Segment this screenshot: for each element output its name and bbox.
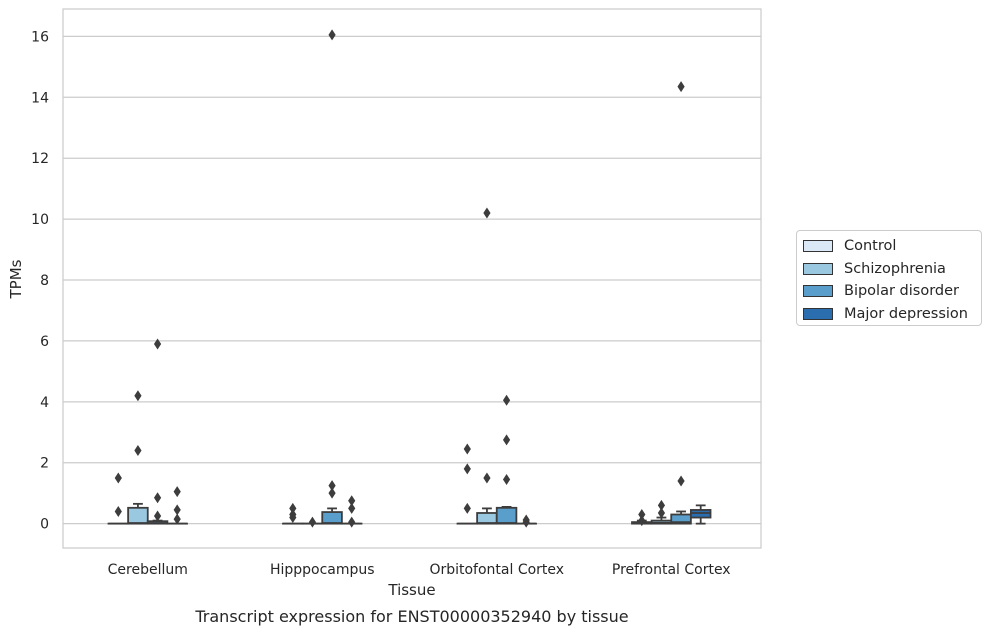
box-group [631, 509, 653, 527]
box [495, 506, 518, 525]
box [476, 512, 498, 525]
box-group [495, 394, 518, 525]
outlier-point [289, 502, 297, 514]
box [321, 511, 343, 525]
outlier-point [134, 445, 142, 457]
y-tick-labels: 0 2 4 6 8 10 12 14 16 [31, 29, 49, 532]
box-group [107, 472, 130, 525]
box-group [321, 29, 343, 525]
box-group [650, 499, 673, 525]
legend-swatch [803, 262, 833, 275]
outlier-point [134, 390, 142, 402]
box-group [340, 495, 363, 528]
y-tick-label: 4 [40, 395, 49, 411]
box-group [166, 486, 188, 525]
box-group [127, 390, 149, 525]
box-group [515, 514, 537, 528]
x-axis-label: Tissue [387, 581, 435, 599]
outlier-point [328, 487, 336, 499]
box-group [689, 504, 712, 525]
legend: Control Schizophrenia Bipolar disorder M… [796, 230, 982, 326]
legend-item: Bipolar disorder [803, 280, 975, 303]
y-tick-label: 0 [40, 517, 49, 533]
outlier-point [348, 495, 356, 507]
outlier-point [289, 509, 297, 521]
outlier-point [463, 502, 471, 514]
outlier-point [173, 486, 181, 498]
outlier-point [153, 492, 162, 504]
outlier-point [677, 475, 685, 487]
plot-frame [62, 8, 762, 549]
legend-swatch [803, 240, 833, 253]
outlier-point [114, 472, 122, 484]
legend-label: Bipolar disorder [844, 283, 959, 300]
y-tick-label: 6 [40, 334, 49, 350]
outlier-point [502, 394, 511, 406]
outlier-point [502, 473, 511, 485]
legend-label: Schizophrenia [844, 260, 946, 277]
outlier-point [522, 514, 530, 526]
outlier-point [638, 515, 646, 527]
y-tick-label: 14 [31, 90, 49, 106]
box-group [282, 502, 304, 525]
outlier-point [153, 338, 162, 350]
x-tick-label: Cerebellum [108, 562, 188, 578]
outlier-point [657, 507, 666, 519]
y-tick-label: 10 [31, 212, 49, 228]
outlier-point [638, 509, 646, 521]
outlier-point [153, 510, 162, 522]
outlier-point [677, 81, 685, 93]
x-tick-label: Orbitofontal Cortex [429, 562, 564, 578]
outlier-point [463, 443, 471, 455]
box-group [476, 207, 498, 525]
outlier-point [463, 463, 471, 475]
box [127, 506, 149, 525]
gridlines [63, 35, 761, 525]
box-group [670, 81, 692, 525]
chart-caption: Transcript expression for ENST0000035294… [194, 607, 628, 626]
y-tick-label: 8 [40, 273, 49, 289]
box-group [456, 443, 479, 525]
outlier-point [308, 516, 317, 528]
outlier-point [173, 504, 181, 516]
legend-item: Schizophrenia [803, 258, 975, 281]
legend-swatch [803, 285, 833, 298]
legend-item: Major depression [803, 303, 975, 326]
outlier-point [328, 480, 336, 492]
legend-label: Control [844, 238, 897, 255]
outlier-point [348, 516, 356, 528]
x-tick-label: Prefrontal Cortex [612, 562, 731, 578]
legend-item: Control [803, 235, 975, 258]
box-group [301, 516, 324, 528]
outlier-point [483, 472, 491, 484]
y-tick-label: 16 [31, 29, 49, 45]
x-tick-labels: Cerebellum Hipppocampus Orbitofontal Corte… [108, 562, 731, 578]
legend-swatch [803, 307, 833, 320]
outlier-point [114, 505, 122, 517]
outlier-point [328, 29, 336, 41]
box-group [146, 338, 169, 525]
outlier-point [502, 434, 511, 446]
y-tick-label: 12 [31, 151, 49, 167]
legend-label: Major depression [844, 305, 968, 322]
outlier-point [657, 499, 666, 511]
outlier-point [173, 513, 181, 525]
x-tick-label: Hipppocampus [270, 562, 375, 578]
box-series [107, 29, 712, 528]
outlier-point [348, 502, 356, 514]
box [670, 513, 692, 525]
y-axis-label: TPMs [7, 259, 25, 299]
outlier-point [483, 207, 491, 219]
y-tick-label: 2 [40, 456, 49, 472]
